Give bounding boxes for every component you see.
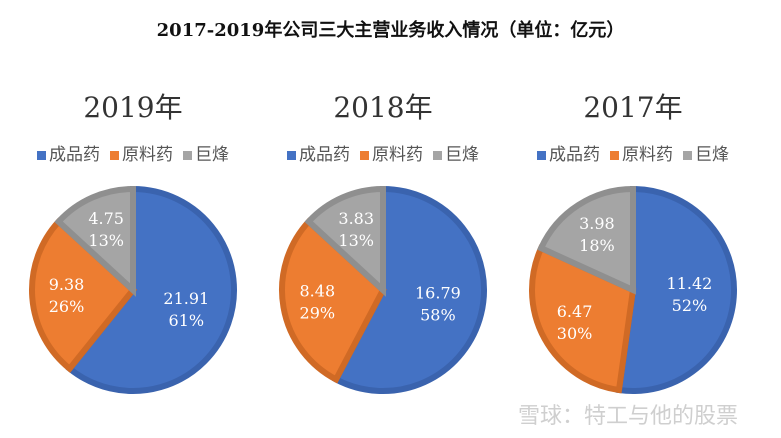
watermark: 雪球：特工与他的股票 xyxy=(518,404,739,429)
pie-slice xyxy=(29,217,138,373)
pie-title: 2019年 xyxy=(83,91,183,124)
pie-title: 2018年 xyxy=(333,91,433,124)
pie-slice xyxy=(537,185,636,295)
pie-slice xyxy=(304,185,386,297)
legend-swatch xyxy=(360,150,369,160)
legend-item: 成品药 xyxy=(37,140,100,165)
legend-label: 巨烽 xyxy=(195,145,229,165)
data-label-value: 3.98 xyxy=(579,214,615,233)
legend-item: 原料药 xyxy=(610,140,673,165)
legend-swatch xyxy=(683,150,692,160)
legend-item: 巨烽 xyxy=(183,140,229,165)
legend-swatch xyxy=(537,150,546,160)
legend-label: 巨烽 xyxy=(695,145,729,165)
legend: 成品药 原料药 巨烽 xyxy=(508,140,758,165)
pie-slice xyxy=(331,185,487,394)
data-label-value: 8.48 xyxy=(300,281,336,300)
data-label-value: 4.75 xyxy=(88,209,124,228)
legend-label: 原料药 xyxy=(622,145,673,165)
data-label-percent: 13% xyxy=(338,231,374,250)
data-label-value: 6.47 xyxy=(557,302,593,321)
pie-title: 2017年 xyxy=(583,91,683,124)
data-label-percent: 30% xyxy=(557,324,593,343)
legend-label: 原料药 xyxy=(372,145,423,165)
legend-label: 原料药 xyxy=(122,145,173,165)
legend-swatch xyxy=(433,150,442,160)
legend-label: 成品药 xyxy=(299,145,350,165)
legend: 成品药 原料药 巨烽 xyxy=(8,140,258,165)
pie-slice xyxy=(529,244,637,394)
pie-slice xyxy=(54,185,136,297)
legend-item: 原料药 xyxy=(360,140,423,165)
legend-swatch xyxy=(610,150,619,160)
data-label-percent: 13% xyxy=(88,231,124,250)
legend-swatch xyxy=(183,150,192,160)
pie-slice xyxy=(615,185,737,394)
legend-swatch xyxy=(287,150,296,160)
legend-swatch xyxy=(110,150,119,160)
legend-label: 巨烽 xyxy=(445,145,479,165)
data-label-percent: 58% xyxy=(420,306,456,325)
data-label-percent: 26% xyxy=(49,297,85,316)
data-label-value: 9.38 xyxy=(49,275,85,294)
data-label-value: 16.79 xyxy=(415,284,461,303)
legend-label: 成品药 xyxy=(549,145,600,165)
legend-item: 成品药 xyxy=(287,140,350,165)
legend-item: 巨烽 xyxy=(683,140,729,165)
legend-swatch xyxy=(37,150,46,160)
data-label-value: 3.83 xyxy=(338,209,374,228)
chart-title: 2017-2019年公司三大主营业务收入情况（单位：亿元） xyxy=(156,20,625,41)
legend-item: 原料药 xyxy=(110,140,173,165)
data-label-percent: 52% xyxy=(672,296,708,315)
pie-slice xyxy=(65,185,237,394)
data-label-percent: 29% xyxy=(300,303,336,322)
data-label-percent: 61% xyxy=(169,311,205,330)
data-label-percent: 18% xyxy=(579,236,615,255)
legend-item: 成品药 xyxy=(537,140,600,165)
data-label-value: 11.42 xyxy=(667,274,713,293)
data-label-value: 21.91 xyxy=(163,289,209,308)
legend: 成品药 原料药 巨烽 xyxy=(258,140,508,165)
legend-label: 成品药 xyxy=(49,145,100,165)
legend-item: 巨烽 xyxy=(433,140,479,165)
pie-slice xyxy=(279,217,387,384)
